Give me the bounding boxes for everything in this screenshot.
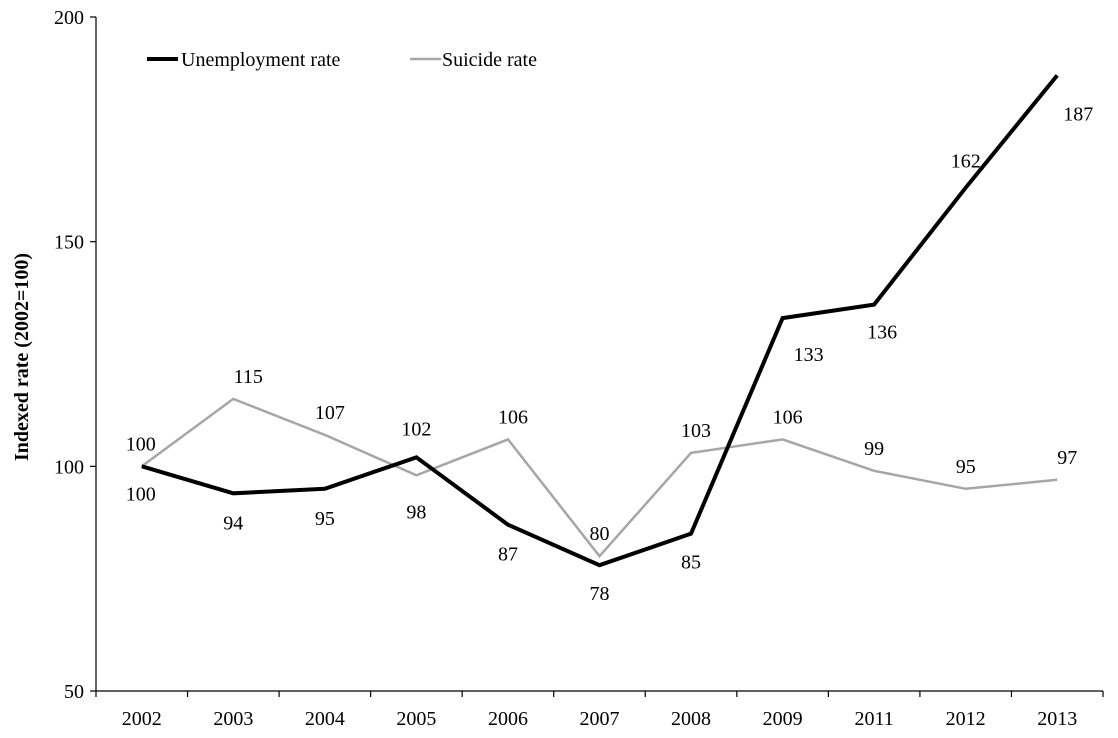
legend-label-unemployment: Unemployment rate <box>181 49 341 71</box>
suicide-data-label: 106 <box>498 406 528 428</box>
x-tick-label: 2012 <box>946 708 986 730</box>
suicide-data-label: 95 <box>956 456 976 478</box>
legend: Unemployment rate Suicide rate <box>147 49 537 71</box>
unemployment-data-label: 136 <box>867 322 897 344</box>
unemployment-data-label: 102 <box>401 418 431 440</box>
suicide-data-label: 106 <box>773 406 803 428</box>
unemployment-data-label: 78 <box>590 583 610 605</box>
x-tick-label: 2003 <box>213 708 253 730</box>
x-tick-label: 2004 <box>305 708 345 730</box>
x-tick-label: 2008 <box>671 708 711 730</box>
data-labels: 100 94 95 102 87 78 85 133 136 162 187 100 115 107 98 1… <box>126 103 1093 605</box>
series-lines <box>141 74 1059 568</box>
unemployment-data-label: 100 <box>126 483 156 505</box>
x-tick-label: 2006 <box>488 708 528 730</box>
y-tick-label: 150 <box>54 232 84 254</box>
unemployment-data-label: 85 <box>681 552 701 574</box>
unemployment-data-label: 162 <box>951 151 981 173</box>
suicide-data-label: 115 <box>234 366 263 388</box>
x-tick-label: 2002 <box>122 708 162 730</box>
x-tick-label: 2013 <box>1037 708 1077 730</box>
suicide-data-label: 103 <box>681 420 711 442</box>
unemployment-data-label: 95 <box>315 508 335 530</box>
y-axis-title: Indexed rate (2002=100) <box>11 253 33 461</box>
y-tick-label: 200 <box>54 7 84 29</box>
y-tick-label: 100 <box>54 456 84 478</box>
unemployment-data-label: 133 <box>794 344 824 366</box>
axes: 50 100 150 200 2002 2003 2004 2005 2006 2007 2008 2… <box>54 7 1104 730</box>
suicide-data-label: 97 <box>1057 447 1077 469</box>
unemployment-data-label: 87 <box>498 544 518 566</box>
suicide-data-label: 100 <box>126 433 156 455</box>
y-tick-label: 50 <box>64 681 84 703</box>
x-tick-label: 2011 <box>855 708 894 730</box>
x-tick-label: 2009 <box>763 708 803 730</box>
suicide-data-label: 99 <box>864 438 884 460</box>
suicide-rate-line <box>141 397 1058 559</box>
legend-label-suicide: Suicide rate <box>442 49 537 71</box>
suicide-data-label: 107 <box>315 402 345 424</box>
unemployment-rate-line <box>141 74 1059 568</box>
x-tick-label: 2005 <box>396 708 436 730</box>
unemployment-data-label: 94 <box>223 512 243 534</box>
x-tick-label: 2007 <box>580 708 620 730</box>
unemployment-data-label: 187 <box>1063 103 1093 125</box>
suicide-data-label: 98 <box>406 501 426 523</box>
suicide-data-label: 80 <box>590 523 610 545</box>
